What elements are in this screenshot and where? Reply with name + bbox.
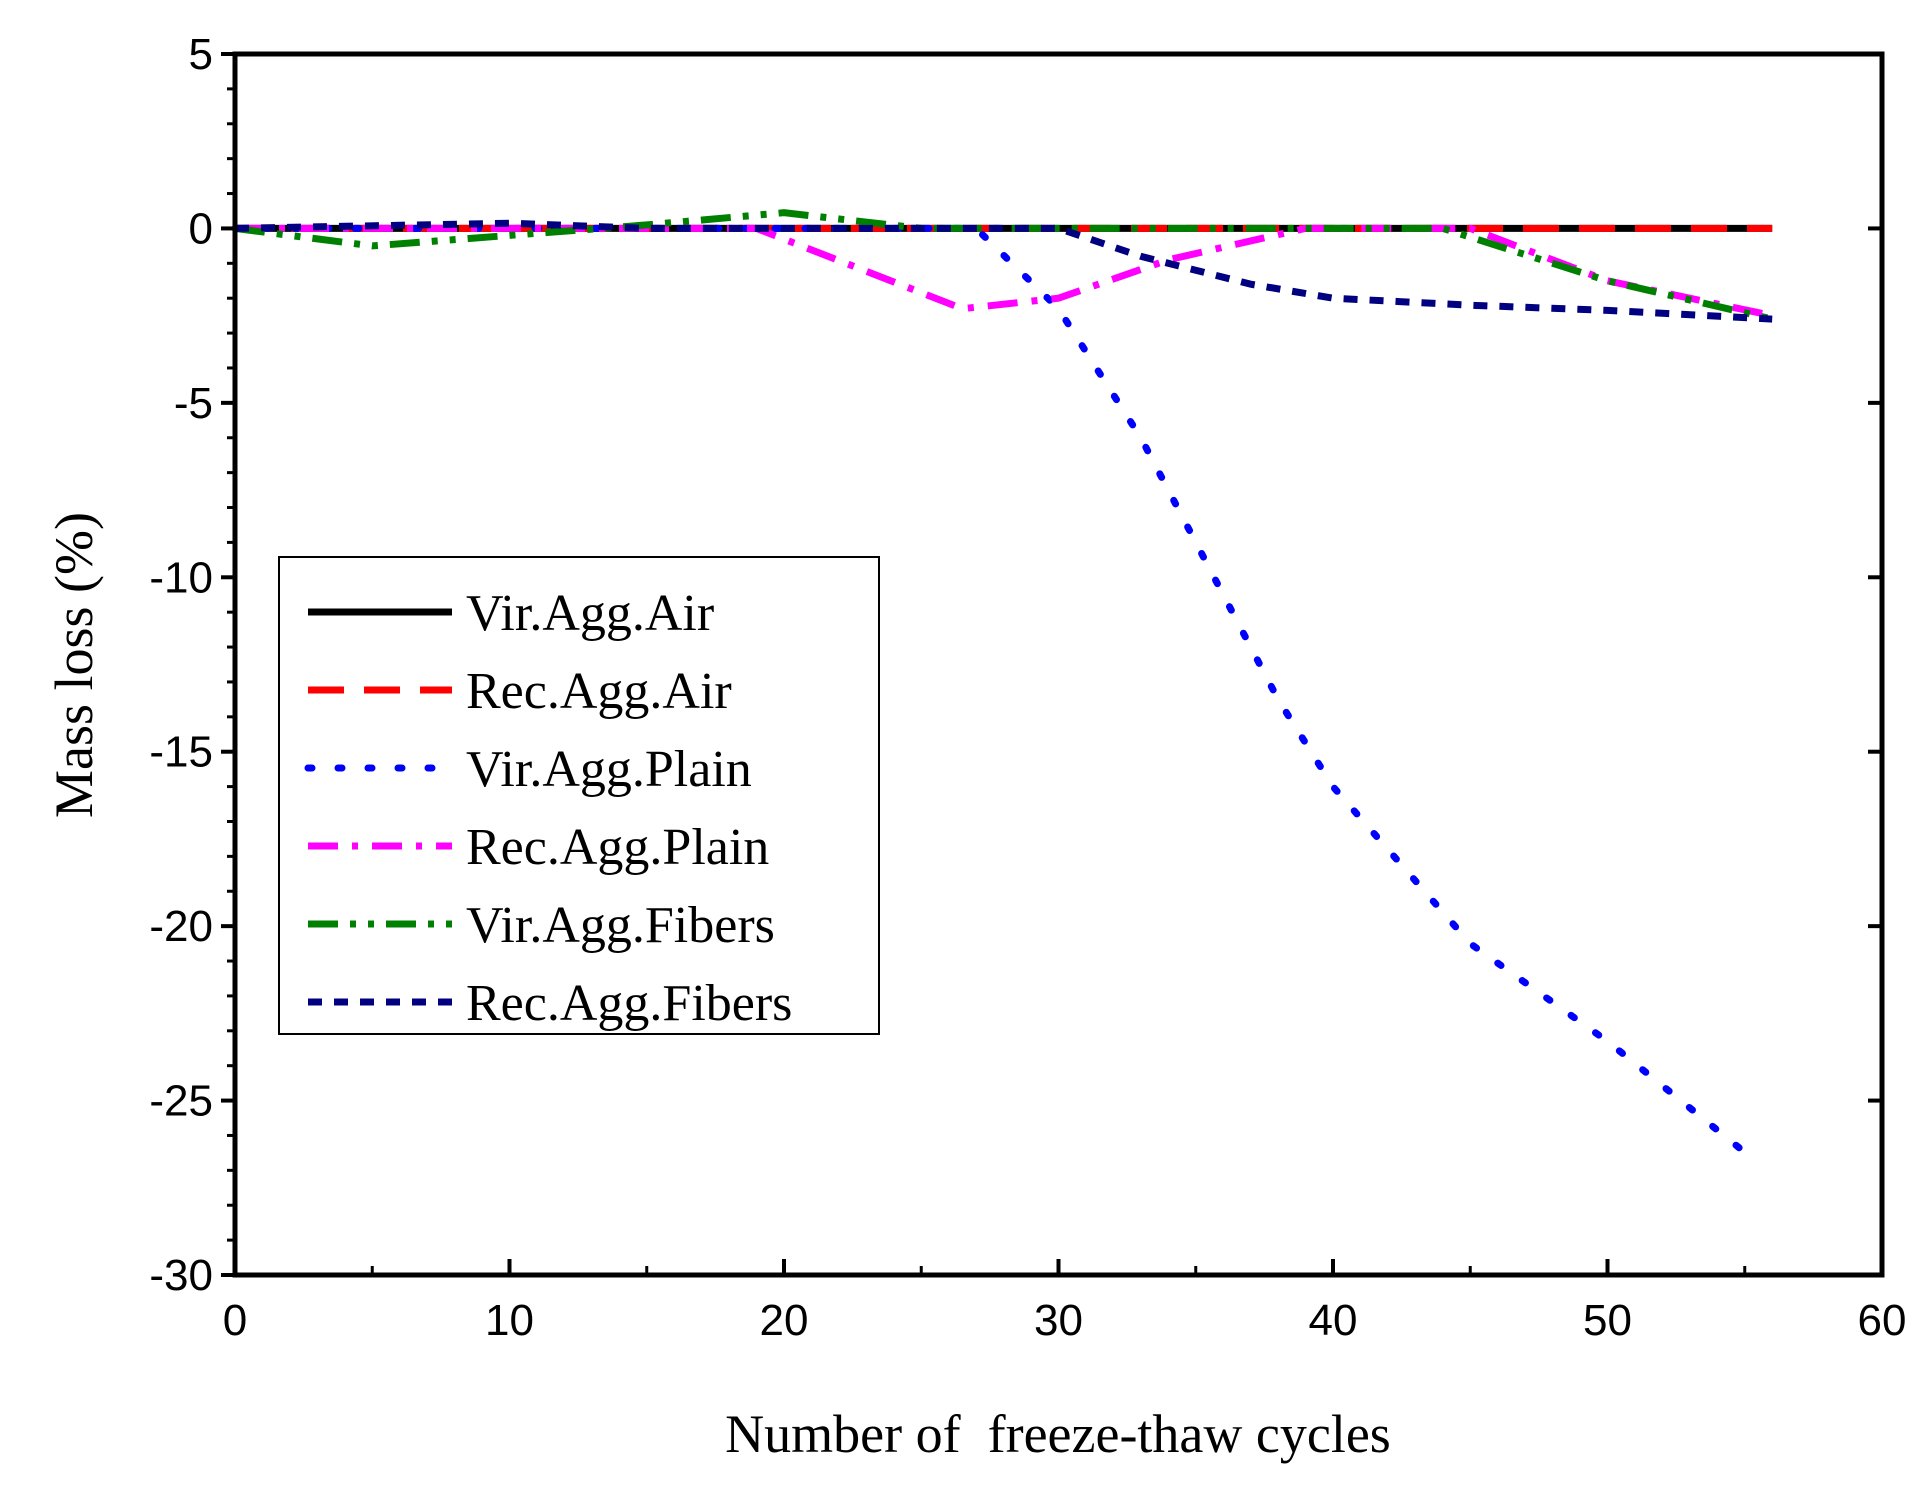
x-tick-label: 60 — [1858, 1296, 1907, 1345]
y-tick-label: -25 — [149, 1077, 213, 1126]
legend-label: Rec.Agg.Air — [466, 663, 732, 720]
legend-label: Vir.Agg.Plain — [466, 741, 752, 798]
series-line-rec-agg-fibers — [234, 219, 1773, 323]
y-tick-label: -20 — [149, 902, 213, 951]
series-line-rec-agg-plain — [235, 224, 1773, 320]
legend-box — [278, 556, 880, 1035]
y-tick-label: -30 — [149, 1251, 213, 1300]
legend-label: Vir.Agg.Air — [466, 585, 714, 642]
y-tick-label: -5 — [174, 379, 213, 428]
legend-label: Rec.Agg.Fibers — [466, 975, 792, 1032]
x-tick-label: 0 — [223, 1296, 247, 1345]
legend-label: Rec.Agg.Plain — [466, 819, 769, 876]
legend-label: Vir.Agg.Fibers — [466, 897, 775, 954]
x-tick-label: 40 — [1309, 1296, 1358, 1345]
series-line-vir-agg-fibers — [234, 209, 1773, 323]
y-tick-label: -10 — [149, 553, 213, 602]
x-tick-label: 20 — [760, 1296, 809, 1345]
y-tick-label: 0 — [189, 204, 213, 253]
legend: Vir.Agg.Air Rec.Agg.Air Vir.Agg.Plain Rec.A… — [278, 556, 880, 1035]
x-tick-label: 50 — [1583, 1296, 1632, 1345]
y-axis-label: Mass loss (%) — [44, 512, 104, 818]
x-tick-label: 10 — [485, 1296, 534, 1345]
y-tick-label: 5 — [189, 30, 213, 79]
x-tick-label: 30 — [1034, 1296, 1083, 1345]
y-tick-label: -15 — [149, 728, 213, 777]
x-axis-label: Number of freeze-thaw cycles — [725, 1404, 1391, 1464]
